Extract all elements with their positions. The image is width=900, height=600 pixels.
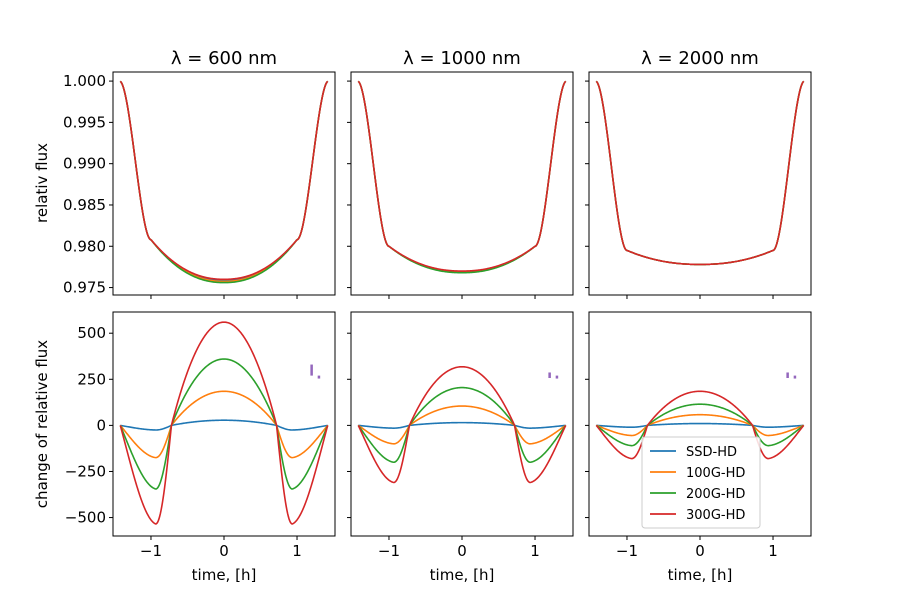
series-line-100g-hd: [119, 80, 329, 283]
panel-bottom-2: −1 0 1 time, [h]: [585, 311, 812, 584]
series-group: [357, 80, 567, 274]
axes-frame: [350, 71, 574, 296]
x-tick-label: 0: [695, 542, 705, 560]
series-line-300g-hd: [119, 80, 329, 281]
x-tick-label: 0: [219, 542, 229, 560]
panel-title: λ = 1000 nm: [403, 48, 521, 69]
x-axis-label: time, [h]: [192, 566, 257, 584]
x-tick-label: −1: [378, 542, 400, 560]
x-tick-label: 1: [768, 542, 778, 560]
series-line-200g-hd: [595, 403, 805, 447]
y-tick-label: 0.985: [63, 196, 106, 214]
axes-frame: [112, 311, 336, 537]
x-axis-label: time, [h]: [668, 566, 733, 584]
series-line-100g-hd: [119, 390, 329, 459]
y-tick-label: 500: [77, 324, 106, 342]
legend-label: 200G-HD: [686, 487, 745, 502]
series-line-ssd-hd: [595, 80, 805, 266]
series-line-300g-hd: [357, 365, 567, 484]
series-line-200g-hd: [119, 80, 329, 284]
y-axis-label-top: relativ flux: [33, 143, 51, 223]
y-tick-label: 0.975: [63, 279, 106, 297]
series-group: [595, 390, 805, 460]
y-tick-label: 0.990: [63, 155, 106, 173]
series-group: [119, 321, 329, 525]
series-line-100g-hd: [357, 80, 567, 274]
series-line-ssd-hd: [596, 422, 804, 429]
legend-label: 300G-HD: [686, 508, 745, 523]
legend-box: [641, 436, 761, 529]
axes-frame: [350, 311, 574, 537]
series-line-300g-hd: [357, 80, 567, 272]
series-line-200g-hd: [595, 80, 805, 266]
y-tick-label: 0.980: [63, 237, 106, 255]
x-axis-label: time, [h]: [430, 566, 495, 584]
legend-label: SSD-HD: [686, 445, 737, 460]
legend: SSD-HD 100G-HD 200G-HD 300G-HD: [641, 436, 761, 529]
panel-title: λ = 600 nm: [171, 48, 277, 69]
y-axis-label-bottom: change of relative flux: [33, 340, 51, 508]
panel-top-0: 0.975 0.980 0.985 0.990 0.995 1.000 λ = 600 nm: [63, 48, 336, 299]
series-line-300g-hd: [595, 80, 805, 266]
axes-frame: [588, 71, 812, 296]
series-line-300g-hd: [595, 390, 805, 460]
panel-bottom-0: −1 0 1 −500 −250 0 250 500 time, [h]: [65, 311, 336, 584]
series-group: [119, 80, 329, 284]
series-line-ssd-hd: [358, 421, 566, 429]
y-tick-label: 0: [96, 416, 106, 434]
series-line-200g-hd: [357, 80, 567, 274]
y-tick-label: −500: [65, 509, 106, 527]
series-line-200g-hd: [357, 386, 567, 464]
legend-label: 100G-HD: [686, 466, 745, 481]
series-line-100g-hd: [596, 413, 804, 437]
axes-frame: [112, 71, 336, 296]
panel-top-2: λ = 2000 nm: [585, 48, 812, 299]
x-tick-label: 0: [457, 542, 467, 560]
panel-title: λ = 2000 nm: [641, 48, 759, 69]
series-group: [357, 365, 567, 484]
y-tick-label: 1.000: [63, 72, 106, 90]
x-tick-label: 1: [530, 542, 540, 560]
series-line-ssd-hd: [357, 80, 567, 273]
series-group: [595, 80, 805, 266]
series-line-100g-hd: [595, 80, 805, 266]
series-line-200g-hd: [119, 358, 329, 490]
y-tick-label: −250: [65, 462, 106, 480]
panel-top-1: λ = 1000 nm: [347, 48, 574, 299]
x-tick-label: −1: [616, 542, 638, 560]
panel-bottom-1: −1 0 1 time, [h]: [347, 311, 574, 584]
series-line-300g-hd: [119, 321, 329, 525]
x-tick-label: 1: [292, 542, 302, 560]
series-line-ssd-hd: [119, 80, 329, 281]
series-line-100g-hd: [357, 405, 567, 445]
y-tick-label: 250: [77, 370, 106, 388]
x-tick-label: −1: [140, 542, 162, 560]
series-line-ssd-hd: [120, 419, 328, 431]
y-tick-label: 0.995: [63, 113, 106, 131]
